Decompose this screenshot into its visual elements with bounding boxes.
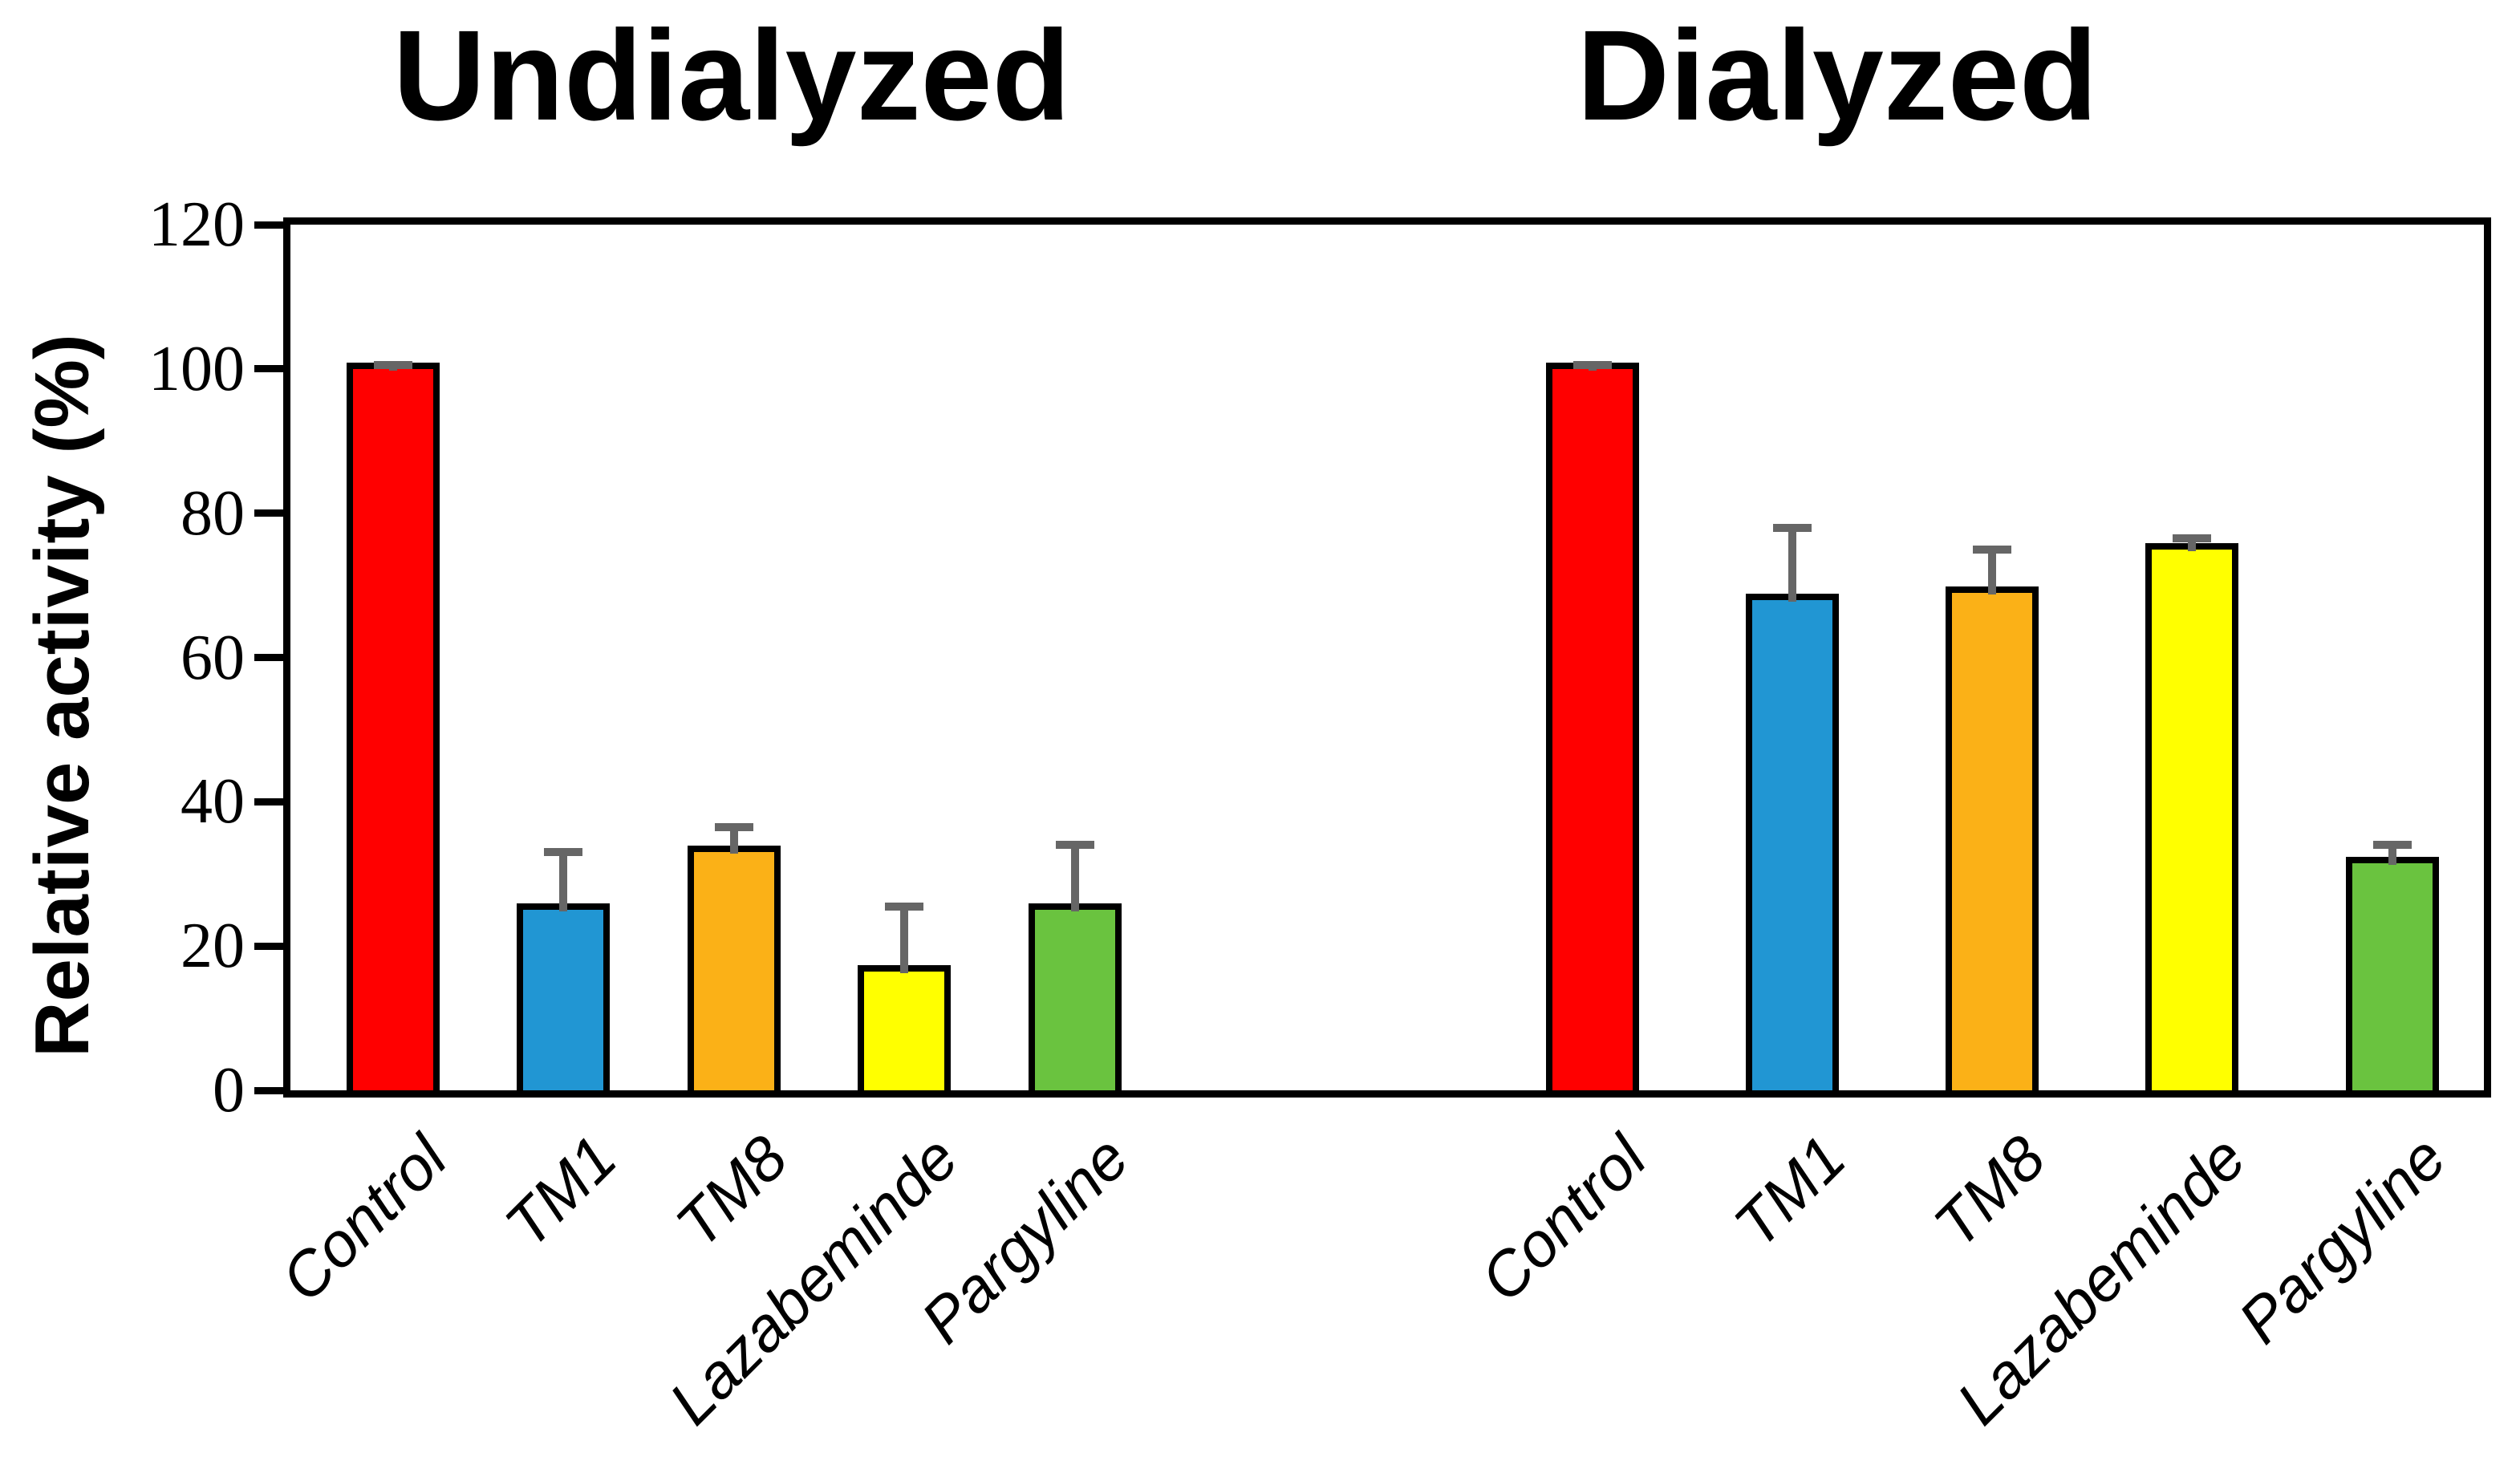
x-label-dialyzed-tm1: TM1 [1720,1122,1859,1261]
error-cap-undialyzed-control [374,361,412,370]
y-tick-label-80: 80 [181,477,245,549]
y-tick-label-20: 20 [181,911,245,982]
x-label-dialyzed-control: Control [1466,1122,1659,1315]
y-tick-label-120: 120 [148,189,245,260]
error-whisker-dialyzed-tm8 [1988,549,1996,594]
bar-undialyzed-tm1 [517,903,610,1090]
error-whisker-undialyzed-tm8 [730,826,738,854]
panel-title-dialyzed: Dialyzed [1577,3,2098,147]
y-tick-label-40: 40 [181,766,245,838]
error-cap-dialyzed-lazabeminde [2173,534,2211,543]
x-label-undialyzed-tm1: TM1 [491,1122,630,1261]
error-cap-dialyzed-tm1 [1773,523,1812,532]
x-label-undialyzed-control: Control [266,1122,460,1315]
y-tick-mark-100 [254,365,283,373]
error-whisker-undialyzed-tm1 [559,852,567,912]
plot-area-border [283,217,2491,1098]
y-tick-mark-40 [254,797,283,806]
y-tick-label-60: 60 [181,622,245,693]
error-whisker-dialyzed-tm1 [1788,527,1796,602]
error-cap-undialyzed-tm8 [715,822,753,831]
y-tick-mark-120 [254,221,283,229]
error-cap-undialyzed-lazabeminde [885,902,923,911]
bar-undialyzed-lazabeminde [858,964,951,1090]
y-tick-mark-0 [254,1086,283,1094]
bar-undialyzed-tm8 [688,846,781,1090]
panel-title-undialyzed: Undialyzed [392,3,1071,147]
error-whisker-dialyzed-lazabeminde [2188,538,2196,551]
bar-dialyzed-tm1 [1746,593,1839,1090]
bar-dialyzed-lazabeminde [2145,542,2238,1090]
error-cap-dialyzed-control [1573,361,1612,370]
bar-dialyzed-tm8 [1946,586,2039,1090]
bar-undialyzed-control [347,362,440,1090]
y-tick-label-100: 100 [148,333,245,404]
y-tick-label-0: 0 [213,1055,245,1126]
plot-area [290,225,2484,1090]
error-whisker-undialyzed-lazabeminde [900,906,908,973]
y-tick-mark-20 [254,942,283,950]
x-label-dialyzed-tm8: TM8 [1920,1122,2059,1261]
x-label-undialyzed-tm8: TM8 [662,1122,801,1261]
y-tick-mark-60 [254,654,283,661]
y-tick-mark-80 [254,509,283,517]
x-label-dialyzed-pargyline: Pargyline [2224,1122,2459,1357]
error-cap-undialyzed-tm1 [544,848,582,857]
error-cap-dialyzed-pargyline [2373,841,2412,850]
error-cap-dialyzed-tm8 [1973,545,2011,554]
bar-dialyzed-pargyline [2346,856,2439,1090]
error-whisker-undialyzed-pargyline [1071,845,1079,912]
error-cap-undialyzed-pargyline [1056,841,1094,850]
bar-undialyzed-pargyline [1029,903,1122,1090]
error-whisker-dialyzed-pargyline [2388,845,2396,865]
bar-dialyzed-control [1546,362,1639,1090]
